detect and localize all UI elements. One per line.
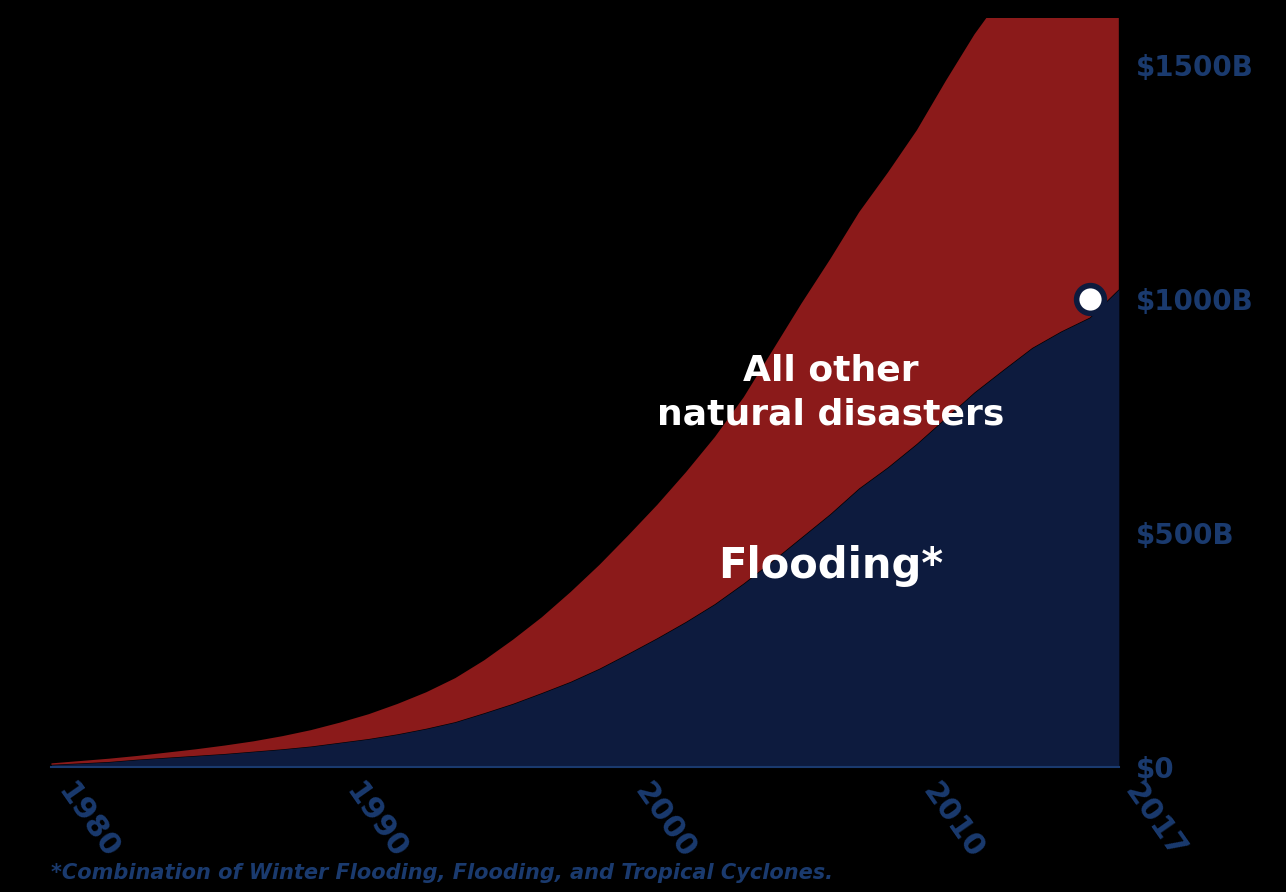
Text: Flooding*: Flooding* (718, 545, 943, 587)
Text: All other
natural disasters: All other natural disasters (657, 353, 1004, 432)
Text: *Combination of Winter Flooding, Flooding, and Tropical Cyclones.: *Combination of Winter Flooding, Floodin… (51, 863, 833, 883)
